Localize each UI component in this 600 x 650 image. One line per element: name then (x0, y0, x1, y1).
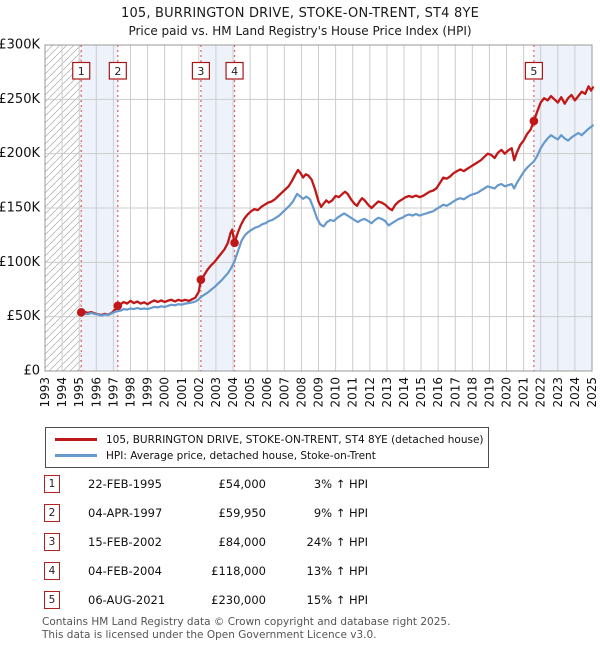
y-axis-tick-label: £0 (23, 364, 40, 379)
x-axis-tick-label: 2003 (209, 377, 223, 408)
transaction-price: £118,000 (211, 564, 266, 578)
x-axis-tick-label: 2021 (517, 377, 531, 408)
transaction-hpi-delta: 3% ↑ HPI (313, 477, 368, 491)
y-axis-tick-label: £300K (0, 38, 40, 53)
x-axis-tick-label: 2000 (158, 377, 172, 408)
sale-marker-box (108, 61, 127, 80)
x-axis-tick-label: 1994 (55, 377, 69, 408)
hpi-line-swatch (55, 454, 97, 457)
x-axis-tick-label: 2006 (260, 377, 274, 408)
x-axis-tick-label: 2010 (329, 377, 343, 408)
price-chart: 1 2 3 4 5 £0 £50K £100K £150K £200K £250K £300K 1993… (0, 38, 599, 408)
y-axis-tick-label: £50K (7, 309, 41, 324)
legend-label: HPI: Average price, detached house, Stok… (106, 449, 376, 462)
transaction-number-badge: 3 (44, 533, 60, 551)
x-axis-tick-label: 2002 (192, 377, 206, 408)
transaction-number-badge: 2 (44, 504, 60, 522)
x-axis-tick-label: 2018 (465, 377, 479, 408)
legend-item-property: 105, BURRINGTON DRIVE, STOKE-ON-TRENT, S… (55, 434, 484, 446)
sale-marker-number: 2 (114, 65, 121, 78)
sale-marker-box (225, 61, 244, 80)
x-axis-tick-label: 2020 (500, 377, 514, 408)
page-subtitle: Price paid vs. HM Land Registry's House … (128, 24, 472, 38)
page-title: 105, BURRINGTON DRIVE, STOKE-ON-TRENT, S… (120, 6, 480, 21)
y-axis-tick-label: £150K (0, 201, 40, 216)
transaction-price: £54,000 (218, 477, 266, 491)
transaction-number-badge: 1 (44, 475, 60, 493)
transaction-number-badge: 4 (44, 562, 60, 580)
property-line-swatch (55, 438, 97, 441)
x-axis-tick-label: 2005 (243, 377, 257, 408)
plot-border (44, 44, 593, 372)
x-axis-tick-label: 2009 (312, 377, 326, 408)
x-axis-tick-label: 1998 (123, 377, 137, 408)
property-price-line (80, 85, 595, 317)
legend-item-hpi: HPI: Average price, detached house, Stok… (55, 450, 479, 462)
x-axis-tick-label: 2008 (294, 377, 308, 408)
sale-marker-number: 5 (530, 65, 537, 78)
transaction-date: 22-FEB-1995 (88, 477, 162, 491)
x-axis-tick-label: 1999 (141, 377, 155, 408)
chart-legend: 105, BURRINGTON DRIVE, STOKE-ON-TRENT, S… (45, 427, 489, 468)
y-axis-tick-label: £100K (0, 255, 40, 270)
x-axis-tick-label: 2016 (431, 377, 445, 408)
transaction-price: £84,000 (218, 535, 266, 549)
footer-line-1: Contains HM Land Registry data © Crown c… (42, 616, 451, 628)
sale-marker-number: 4 (231, 65, 238, 78)
x-axis-tick-label: 2001 (175, 377, 189, 408)
sale-marker-box (524, 61, 543, 80)
x-axis-tick-label: 2013 (380, 377, 394, 408)
x-axis-tick-label: 2019 (482, 377, 496, 408)
x-axis-tick-label: 2023 (551, 377, 565, 408)
x-axis-tick-label: 2022 (534, 377, 548, 408)
sale-marker-box (191, 61, 210, 80)
sale-marker-number: 1 (78, 65, 85, 78)
transaction-hpi-delta: 13% ↑ HPI (306, 564, 368, 578)
table-row: 3 15-FEB-2002 £84,000 24% ↑ HPI (44, 529, 374, 555)
sale-marker-number: 3 (197, 65, 204, 78)
transaction-date: 04-APR-1997 (88, 506, 163, 520)
transaction-hpi-delta: 9% ↑ HPI (313, 506, 368, 520)
x-axis-tick-label: 1997 (106, 377, 120, 408)
transaction-number-badge: 5 (44, 591, 60, 609)
footer-line-2: This data is licensed under the Open Gov… (42, 628, 377, 641)
x-axis-tick-label: 1993 (38, 377, 52, 408)
hpi-line (80, 124, 595, 317)
x-axis-tick-label: 1996 (89, 377, 103, 408)
y-axis-tick-label: £250K (0, 92, 40, 107)
x-axis-tick-label: 2014 (397, 377, 411, 408)
sale-price-dot (230, 238, 239, 248)
x-axis-tick-label: 2012 (363, 377, 377, 408)
table-row: 1 22-FEB-1995 £54,000 3% ↑ HPI (44, 471, 374, 497)
y-axis-tick-label: £200K (0, 146, 40, 161)
x-axis-tick-label: 2015 (414, 377, 428, 408)
transaction-date: 04-FEB-2004 (88, 564, 162, 578)
sale-marker-box (72, 61, 91, 80)
x-axis-tick-label: 2024 (568, 377, 582, 408)
transaction-price: £230,000 (211, 593, 266, 607)
x-axis-tick-label: 2004 (226, 377, 240, 408)
transaction-price: £59,950 (218, 506, 266, 520)
transaction-date: 06-AUG-2021 (88, 593, 166, 607)
x-axis-tick-label: 2025 (585, 377, 599, 408)
sale-price-dot (196, 275, 206, 285)
table-row: 2 04-APR-1997 £59,950 9% ↑ HPI (44, 500, 374, 526)
license-footer: Contains HM Land Registry data © Crown c… (42, 616, 582, 641)
sale-price-dot (113, 301, 123, 311)
transaction-date: 15-FEB-2002 (88, 535, 162, 549)
legend-label: 105, BURRINGTON DRIVE, STOKE-ON-TRENT, S… (106, 433, 484, 446)
table-row: 5 06-AUG-2021 £230,000 15% ↑ HPI (44, 587, 374, 613)
sale-price-dot (529, 116, 539, 126)
sale-price-dot (76, 308, 86, 317)
x-axis-tick-label: 2007 (277, 377, 291, 408)
x-axis-tick-label: 1995 (72, 377, 86, 408)
table-row: 4 04-FEB-2004 £118,000 13% ↑ HPI (44, 558, 374, 584)
transaction-hpi-delta: 24% ↑ HPI (306, 535, 368, 549)
transaction-hpi-delta: 15% ↑ HPI (306, 593, 368, 607)
x-axis-tick-label: 2011 (346, 377, 360, 408)
x-axis-tick-label: 2017 (448, 377, 462, 408)
